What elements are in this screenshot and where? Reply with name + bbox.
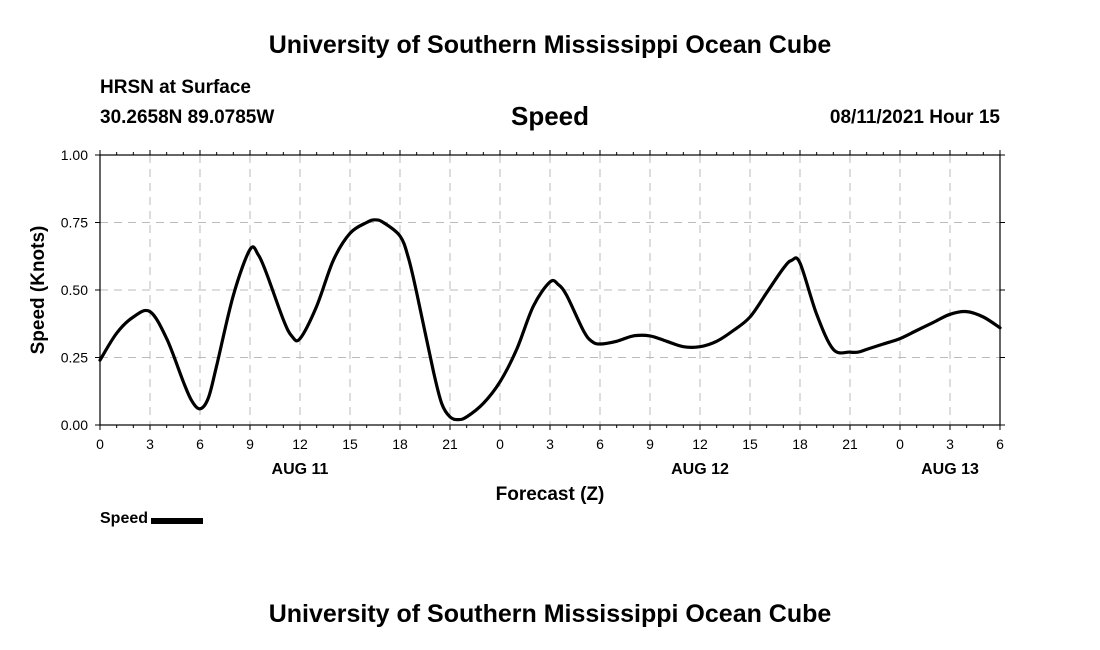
- x-tick-label: 12: [292, 436, 308, 452]
- x-tick-label: 3: [946, 436, 954, 452]
- page-title: University of Southern Mississippi Ocean…: [268, 31, 832, 59]
- x-tick-label: 0: [896, 436, 904, 452]
- series-line-speed: [98, 218, 1002, 422]
- day-label: AUG 13: [921, 461, 979, 478]
- y-tick-label: 1.00: [61, 147, 88, 163]
- series-layer: [98, 218, 1002, 422]
- x-tick-label: 6: [596, 436, 604, 452]
- legend-swatch: [151, 517, 204, 524]
- y-tick-label: 0.25: [61, 350, 88, 366]
- footer-title: University of Southern Mississippi Ocean…: [268, 600, 832, 628]
- x-tick-label: 21: [442, 436, 458, 452]
- legend-label: Speed: [100, 510, 149, 527]
- day-label: AUG 11: [272, 461, 329, 478]
- y-tick-label: 0.50: [61, 282, 88, 298]
- x-tick-label: 0: [496, 436, 504, 452]
- day-label: AUG 12: [671, 461, 729, 478]
- x-tick-label: 0: [96, 436, 104, 452]
- coordinates-label: 30.2658N 89.0785W: [100, 107, 275, 128]
- axes: 0 3 6 9 12 15 18 21 0 3 6 9 12 15 18 21 0 3 6 0.00 0.25 0.50 0…: [61, 147, 1005, 478]
- x-tick-label: 3: [546, 436, 554, 452]
- x-tick-label: 9: [646, 436, 654, 452]
- legend: Speed: [100, 510, 204, 528]
- y-tick-label: 0.75: [61, 215, 88, 231]
- x-tick-label: 18: [392, 436, 408, 452]
- x-tick-label: 15: [342, 436, 358, 452]
- chart-title: Speed: [510, 101, 590, 131]
- x-axis-label: Forecast (Z): [496, 484, 605, 505]
- x-tick-label: 3: [146, 436, 154, 452]
- x-tick-label: 6: [196, 436, 204, 452]
- plot-frame: [99, 154, 1001, 426]
- x-tick-label: 18: [792, 436, 808, 452]
- x-tick-label: 12: [692, 436, 708, 452]
- grid: [100, 155, 1000, 425]
- x-tick-label: 6: [996, 436, 1004, 452]
- y-tick-label: 0.00: [61, 417, 88, 433]
- x-tick-label: 15: [742, 436, 758, 452]
- x-tick-label: 21: [842, 436, 858, 452]
- x-tick-label: 9: [246, 436, 254, 452]
- timestamp-label: 08/11/2021 Hour 15: [829, 107, 1000, 128]
- y-axis-label: Speed (Knots): [28, 226, 49, 355]
- station-label: HRSN at Surface: [100, 77, 251, 98]
